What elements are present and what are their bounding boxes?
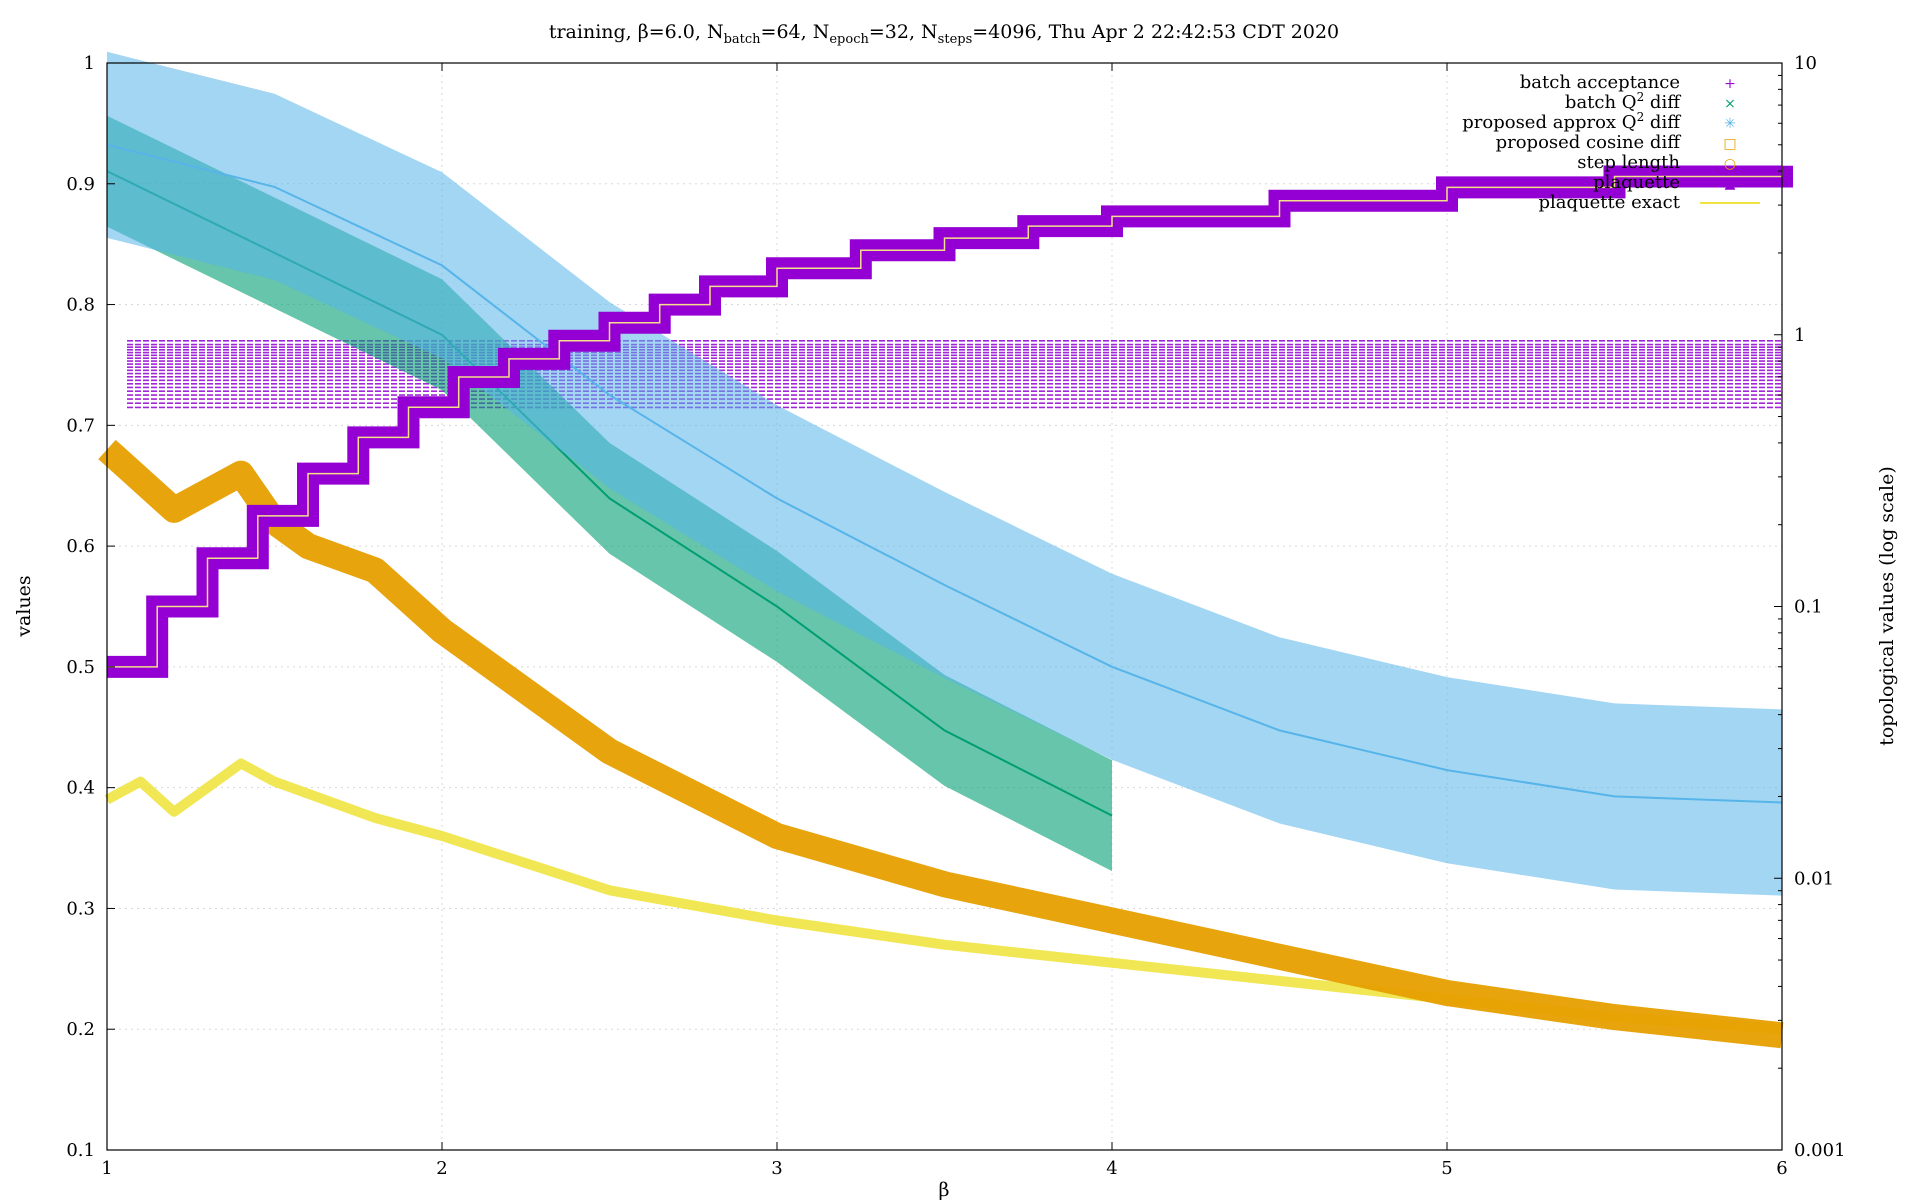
x-tick-label: 3 bbox=[771, 1158, 782, 1179]
y-tick-label: 0.3 bbox=[66, 898, 95, 919]
legend-label: proposed cosine diff bbox=[1496, 132, 1682, 153]
y-tick-label: 0.6 bbox=[66, 536, 95, 557]
legend-label: step length bbox=[1577, 152, 1680, 173]
legend-label-sup: 2 bbox=[1637, 110, 1645, 124]
legend-label-suffix: diff bbox=[1644, 92, 1681, 113]
legend: batch acceptance + batch Q2 diff × proposed … bbox=[1462, 72, 1760, 213]
legend-label-text: proposed approx Q bbox=[1462, 112, 1636, 133]
approx-q2-diff-line bbox=[106, 143, 1783, 804]
y2-axis-label: topological values (log scale) bbox=[1876, 466, 1898, 746]
cosine-diff-line bbox=[98, 439, 1784, 1049]
y-tick-label: 0.1 bbox=[66, 1140, 95, 1161]
y-tick-label: 0.5 bbox=[66, 657, 95, 678]
y2-tick-label: 0.001 bbox=[1794, 1140, 1846, 1161]
legend-label-text: step length bbox=[1577, 152, 1680, 173]
title-part: steps bbox=[938, 32, 973, 47]
y-tick-label: 0.8 bbox=[66, 295, 95, 316]
title-part: batch bbox=[724, 32, 762, 47]
legend-label: plaquette exact bbox=[1539, 192, 1681, 213]
y2-tick-label: 0.1 bbox=[1794, 597, 1823, 618]
legend-marker: ○ bbox=[1724, 156, 1736, 172]
x-tick-label: 2 bbox=[436, 1158, 447, 1179]
legend-marker: + bbox=[1724, 76, 1736, 92]
legend-label: plaquette bbox=[1593, 172, 1680, 193]
legend-label-text: plaquette exact bbox=[1539, 192, 1681, 213]
plaquette-exact-line bbox=[104, 758, 1783, 1035]
legend-label-text: plaquette bbox=[1593, 172, 1680, 193]
chart-title: training, β=6.0, Nbatch=64, Nepoch=32, N… bbox=[549, 21, 1339, 47]
title-part: =32, N bbox=[869, 21, 938, 43]
legend-marker: □ bbox=[1723, 136, 1736, 152]
y2-tick-label: 0.01 bbox=[1794, 868, 1834, 889]
approx-q2-diff-band bbox=[107, 51, 1782, 896]
x-tick-label: 1 bbox=[101, 1158, 112, 1179]
x-axis-label: β bbox=[939, 1179, 950, 1200]
title-part: training, β=6.0, N bbox=[549, 21, 724, 43]
y2-tick-label: 1 bbox=[1794, 325, 1805, 346]
legend-label-text: batch Q bbox=[1565, 92, 1637, 113]
tick-layer: 1 2 3 4 5 6 0.1 0.2 0.3 0.4 0.5 0.6 0.7 0.8 0.9 1 0.001 0… bbox=[66, 53, 1845, 1179]
x-tick-label: 6 bbox=[1776, 1158, 1787, 1179]
title-part: =64, N bbox=[761, 21, 830, 43]
x-tick-label: 5 bbox=[1441, 1158, 1452, 1179]
legend-label-sup: 2 bbox=[1637, 90, 1645, 104]
legend-label-text: proposed cosine diff bbox=[1496, 132, 1682, 153]
title-part: epoch bbox=[829, 32, 869, 47]
y-tick-label: 0.4 bbox=[66, 778, 95, 799]
y-tick-label: 0.2 bbox=[66, 1019, 95, 1040]
y2-tick-label: 10 bbox=[1794, 53, 1817, 74]
y-axis-label: values bbox=[13, 575, 35, 637]
legend-label: proposed approx Q2 diff bbox=[1462, 110, 1681, 133]
data-layer bbox=[98, 51, 1793, 1049]
y-tick-label: 0.9 bbox=[66, 174, 95, 195]
plaquette-center-line bbox=[107, 165, 1783, 668]
legend-label: batch Q2 diff bbox=[1565, 90, 1681, 113]
x-tick-label: 4 bbox=[1106, 1158, 1117, 1179]
legend-label-text: batch acceptance bbox=[1520, 72, 1680, 93]
legend-label: batch acceptance bbox=[1520, 72, 1680, 93]
y-tick-label: 1 bbox=[84, 53, 95, 74]
legend-marker: × bbox=[1724, 96, 1736, 112]
legend-label-suffix: diff bbox=[1644, 112, 1681, 133]
title-part: =4096, Thu Apr 2 22:42:53 CDT 2020 bbox=[972, 21, 1339, 43]
y-tick-label: 0.7 bbox=[66, 415, 95, 436]
legend-marker: ✳ bbox=[1724, 116, 1736, 132]
legend-marker: ▲ bbox=[1725, 176, 1736, 192]
